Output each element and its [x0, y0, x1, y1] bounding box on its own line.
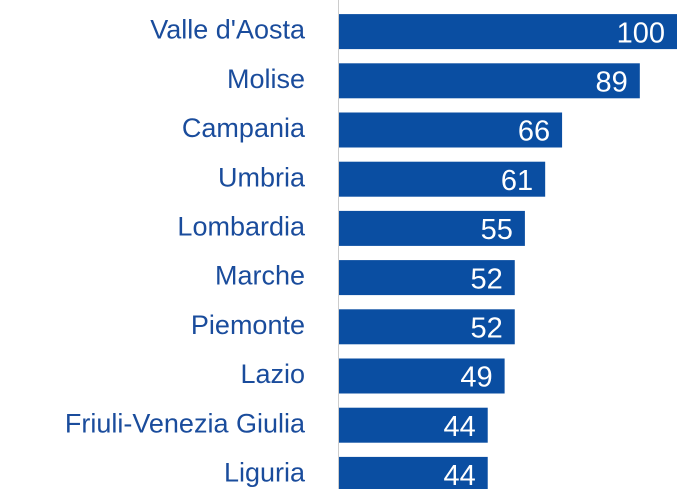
category-label: Piemonte	[191, 310, 305, 340]
value-label: 55	[481, 214, 513, 246]
bar	[339, 161, 546, 197]
bar	[339, 456, 488, 489]
bar	[339, 210, 525, 246]
bar	[339, 112, 563, 148]
value-label: 49	[460, 362, 492, 394]
category-label: Lazio	[240, 359, 305, 389]
category-label: Marche	[215, 261, 305, 291]
category-label: Valle d'Aosta	[150, 15, 306, 45]
category-label: Friuli-Venezia Giulia	[65, 408, 306, 438]
bar	[339, 407, 488, 443]
category-label: Molise	[227, 64, 305, 94]
value-label: 100	[617, 17, 665, 49]
value-label: 52	[470, 312, 502, 344]
value-label: 44	[443, 411, 475, 443]
category-label: Campania	[182, 113, 306, 143]
bar	[339, 309, 515, 345]
value-label: 89	[596, 66, 628, 98]
category-label: Liguria	[224, 458, 306, 488]
bar	[339, 63, 640, 99]
category-label: Lombardia	[177, 212, 306, 242]
category-label: Umbria	[218, 162, 306, 192]
value-label: 52	[470, 263, 502, 295]
value-label: 66	[518, 116, 550, 148]
bar	[339, 358, 505, 394]
value-label: 61	[501, 165, 533, 197]
value-label: 44	[443, 460, 475, 489]
bar	[339, 14, 677, 50]
bar	[339, 260, 515, 296]
